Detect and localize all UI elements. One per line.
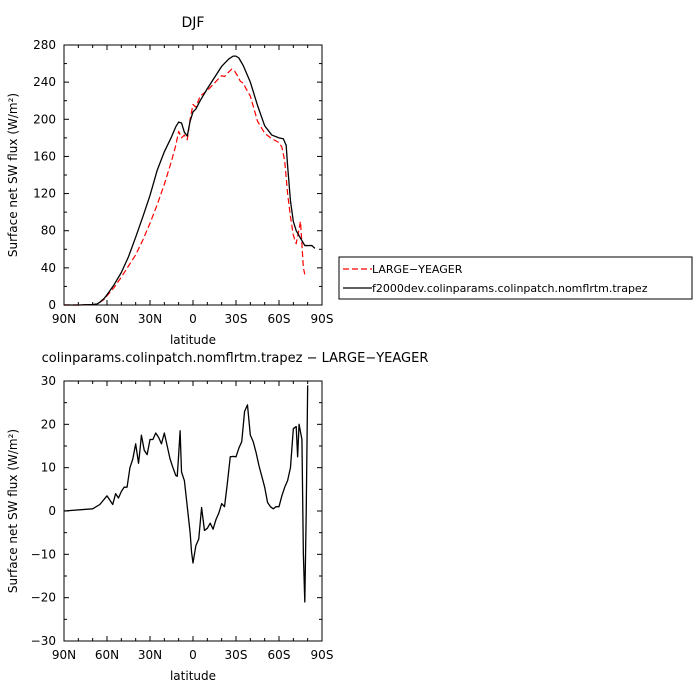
x-tick-label: 60N (95, 648, 119, 662)
series-line-1 (63, 385, 309, 603)
y-axis-label: Surface net SW flux (W/m²) (6, 93, 20, 257)
y-tick-label: 120 (33, 187, 56, 201)
y-tick-label: 0 (48, 504, 56, 518)
y-axis-label: Surface net SW flux (W/m²) (6, 429, 20, 593)
x-tick-label: 90S (311, 648, 334, 662)
x-tick-label: 30S (225, 648, 248, 662)
legend-label-2: f2000dev.colinparams.colinpatch.nomflrtm… (372, 282, 648, 295)
x-axis-label: latitude (170, 669, 216, 683)
y-tick-label: 30 (41, 374, 56, 388)
series-line-2 (64, 55, 316, 306)
y-tick-label: −10 (31, 547, 56, 561)
series-line-1 (64, 68, 306, 306)
x-tick-label: 90N (52, 312, 76, 326)
x-tick-label: 30N (138, 312, 162, 326)
y-tick-label: 160 (33, 149, 56, 163)
x-tick-label: 0 (189, 648, 197, 662)
legend: LARGE−YEAGER f2000dev.colinparams.colinpa… (338, 256, 693, 300)
chart-title: DJF (182, 15, 205, 31)
x-axis-label: latitude (170, 333, 216, 347)
plot-frame (63, 44, 323, 306)
y-tick-label: −30 (31, 634, 56, 648)
chart-panel-2: colinparams.colinpatch.nomflrtm.trapez −… (6, 351, 428, 683)
x-tick-label: 60N (95, 312, 119, 326)
x-tick-label: 30N (138, 648, 162, 662)
y-tick-label: 280 (33, 38, 56, 52)
y-tick-label: 80 (41, 224, 56, 238)
y-tick-label: −20 (31, 591, 56, 605)
x-tick-label: 30S (225, 312, 248, 326)
x-tick-label: 90S (311, 312, 334, 326)
y-tick-label: 240 (33, 75, 56, 89)
y-tick-label: 20 (41, 417, 56, 431)
y-tick-label: 0 (48, 298, 56, 312)
legend-box (338, 256, 693, 300)
plot-frame (63, 380, 323, 642)
x-tick-label: 60S (268, 312, 291, 326)
x-tick-label: 90N (52, 648, 76, 662)
y-tick-label: 200 (33, 112, 56, 126)
y-tick-label: 10 (41, 461, 56, 475)
x-tick-label: 60S (268, 648, 291, 662)
chart-panel-1: DJF 90N 60N 30N 0 30S 60S 90S 0 40 80 120 160 200 240 2… (6, 15, 693, 347)
y-tick-label: 40 (41, 261, 56, 275)
x-tick-label: 0 (189, 312, 197, 326)
legend-label-1: LARGE−YEAGER (372, 263, 463, 276)
chart-title: colinparams.colinpatch.nomflrtm.trapez −… (42, 351, 429, 366)
